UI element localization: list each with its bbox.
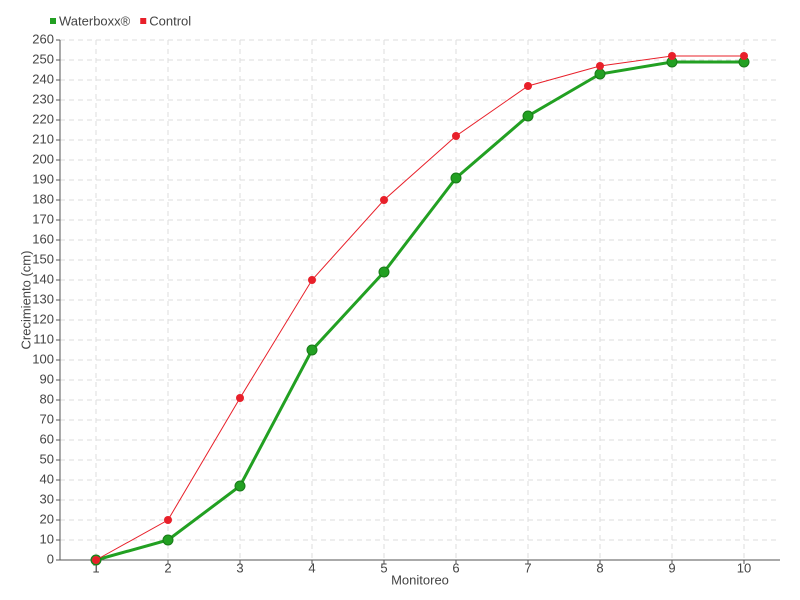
data-point (380, 196, 388, 204)
y-tick-label: 170 (32, 211, 54, 226)
data-point (306, 344, 318, 356)
series-line (95, 55, 744, 561)
x-tick-label: 2 (164, 560, 171, 575)
x-tick-label: 5 (380, 560, 387, 575)
data-point (92, 556, 100, 564)
legend-label: Waterboxx® (59, 13, 131, 28)
y-tick-label: 120 (32, 311, 54, 326)
x-tick-label: 4 (308, 560, 315, 575)
x-tick-label: 3 (236, 560, 243, 575)
data-point (740, 52, 748, 60)
y-tick-label: 130 (32, 291, 54, 306)
data-point (596, 62, 604, 70)
y-tick-label: 100 (32, 351, 54, 366)
y-tick-label: 20 (40, 511, 54, 526)
data-point (450, 172, 462, 184)
x-axis-label: Monitoreo (391, 572, 449, 587)
data-point (452, 132, 460, 140)
x-tick-label: 6 (452, 560, 459, 575)
data-point (594, 68, 606, 80)
y-tick-label: 260 (32, 31, 54, 46)
data-point (164, 516, 172, 524)
y-tick-label: 230 (32, 91, 54, 106)
y-tick-label: 60 (40, 431, 54, 446)
data-point (668, 52, 676, 60)
y-tick-label: 110 (33, 331, 54, 346)
series-line (95, 60, 744, 562)
y-tick-label: 80 (40, 391, 54, 406)
x-tick-label: 8 (596, 560, 603, 575)
data-point (162, 534, 174, 546)
y-tick-label: 210 (32, 131, 54, 146)
y-tick-label: 220 (32, 111, 54, 126)
legend-label: Control (149, 13, 191, 28)
y-tick-label: 150 (32, 251, 54, 266)
x-tick-label: 7 (524, 560, 531, 575)
y-tick-label: 160 (32, 231, 54, 246)
y-tick-label: 250 (32, 51, 54, 66)
y-tick-label: 140 (32, 271, 54, 286)
data-point (522, 110, 534, 122)
y-tick-label: 50 (40, 451, 54, 466)
y-tick-label: 70 (40, 411, 54, 426)
y-tick-label: 180 (32, 191, 54, 206)
y-tick-label: 90 (40, 371, 54, 386)
x-tick-label: 1 (92, 560, 99, 575)
y-tick-label: 200 (32, 151, 54, 166)
data-point (236, 394, 244, 402)
y-tick-label: 40 (40, 471, 54, 486)
x-tick-label: 10 (737, 560, 751, 575)
legend-swatch (140, 18, 147, 24)
data-point (378, 266, 390, 278)
legend-swatch (50, 18, 56, 24)
y-tick-label: 30 (40, 491, 54, 506)
y-tick-label: 10 (40, 531, 54, 546)
x-tick-label: 9 (668, 560, 675, 575)
y-tick-label: 190 (32, 171, 54, 186)
y-tick-label: 0 (47, 551, 54, 566)
data-point (234, 480, 246, 492)
y-axis-label: Crecimiento (cm) (18, 251, 33, 350)
data-point (308, 276, 316, 284)
y-tick-label: 240 (32, 71, 54, 86)
data-point (524, 82, 532, 90)
